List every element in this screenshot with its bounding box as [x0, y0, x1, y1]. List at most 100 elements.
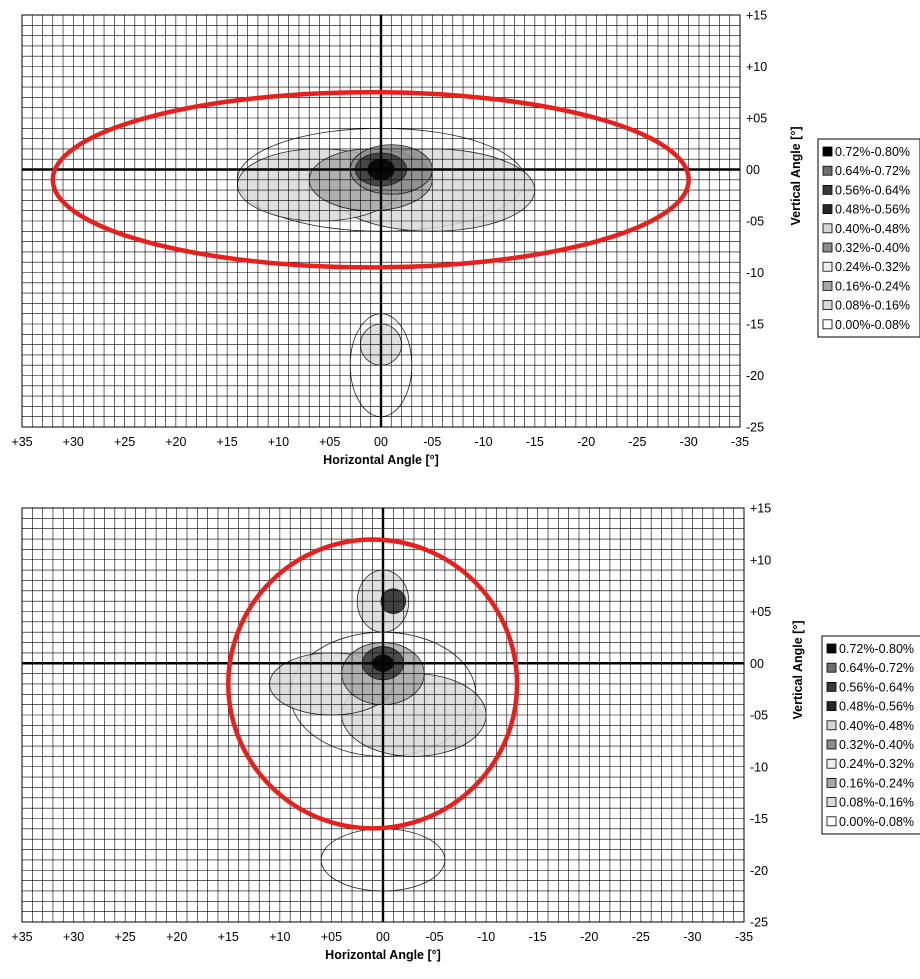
x-tick-label: -30 — [680, 435, 698, 449]
legend-label: 0.56%-0.64% — [835, 183, 910, 197]
legend-label: 0.40%-0.48% — [839, 719, 914, 733]
legend-swatch — [826, 739, 837, 750]
x-tick-label: +15 — [217, 435, 238, 449]
legend-label: 0.40%-0.48% — [835, 222, 910, 236]
y-tick-label: +10 — [746, 60, 767, 74]
legend-swatch — [826, 720, 837, 731]
legend-label: 0.16%-0.24% — [835, 279, 910, 293]
annotation-ellipse — [50, 90, 691, 270]
legend-label: 0.32%-0.40% — [835, 241, 910, 255]
x-axis-label: Horizontal Angle [°] — [325, 948, 441, 962]
x-tick-label: -20 — [577, 435, 595, 449]
y-axis-label: Vertical Angle [°] — [791, 620, 805, 719]
y-tick-label: +15 — [750, 502, 771, 516]
y-tick-label: -15 — [750, 812, 768, 826]
y-tick-label: +05 — [746, 112, 767, 126]
x-tick-label: -05 — [426, 930, 444, 944]
x-tick-label: -05 — [423, 435, 441, 449]
legend-label: 0.48%-0.56% — [835, 203, 910, 217]
legend-swatch — [826, 816, 837, 827]
y-tick-label: +15 — [746, 9, 767, 23]
legend-swatch — [822, 261, 833, 272]
legend-label: 0.00%-0.08% — [839, 815, 914, 829]
x-axis-label: Horizontal Angle [°] — [323, 453, 439, 467]
y-tick-label: -20 — [746, 369, 764, 383]
legend-label: 0.64%-0.72% — [839, 661, 914, 675]
x-tick-label: +10 — [269, 930, 290, 944]
y-tick-label: -05 — [750, 709, 768, 723]
annotation-circle — [226, 537, 520, 831]
y-tick-label: -15 — [746, 318, 764, 332]
legend-swatch — [822, 204, 833, 215]
legend-swatch — [822, 146, 833, 157]
x-tick-label: +30 — [63, 435, 84, 449]
x-tick-label: -25 — [628, 435, 646, 449]
legend-label: 0.24%-0.32% — [835, 260, 910, 274]
y-tick-label: -25 — [750, 916, 768, 930]
x-tick-label: +05 — [321, 930, 342, 944]
legend: 0.72%-0.80% 0.64%-0.72% 0.56%-0.64% 0.48%-0… — [821, 635, 920, 835]
legend-swatch — [826, 682, 837, 692]
legend-swatch — [822, 319, 833, 330]
x-tick-labels: +35 +30 +25 +20 +15 +10 +05 00 -05 -10 -15 -20 -25 -3… — [11, 930, 753, 944]
legend: 0.72%-0.80% 0.64%-0.72% 0.56%-0.64% 0.48%-0… — [817, 138, 920, 338]
y-tick-labels: +15 +10 +05 00 -05 -10 -15 -20 -25 — [746, 9, 767, 435]
x-tick-label: -10 — [477, 930, 495, 944]
legend-swatch — [822, 223, 833, 234]
y-tick-label: -05 — [746, 215, 764, 229]
x-tick-label: -35 — [731, 435, 749, 449]
y-tick-label: 00 — [746, 163, 760, 177]
legend-box — [821, 635, 920, 835]
legend-box — [817, 138, 920, 338]
x-tick-label: -15 — [526, 435, 544, 449]
legend-swatch — [826, 778, 837, 788]
legend-swatch — [826, 797, 837, 807]
y-tick-label: +10 — [750, 553, 771, 567]
legend-label: 0.56%-0.64% — [839, 680, 914, 694]
x-tick-label: +20 — [165, 435, 186, 449]
y-axis-label: Vertical Angle [°] — [789, 126, 803, 225]
x-tick-label: 00 — [374, 435, 388, 449]
legend-swatch — [826, 701, 837, 711]
legend-label: 0.24%-0.32% — [839, 757, 914, 771]
legend-label: 0.72%-0.80% — [835, 145, 910, 159]
y-tick-labels: +15 +10 +05 00 -05 -10 -15 -20 -25 — [750, 502, 771, 930]
chart-panel-2: +35 +30 +25 +20 +15 +10 +05 00 -05 -10 -15 -20 -25 -3… — [11, 502, 920, 962]
legend-label: 0.72%-0.80% — [839, 642, 914, 656]
x-tick-label: +20 — [166, 930, 187, 944]
x-tick-label: +15 — [218, 930, 239, 944]
legend-swatch — [822, 184, 833, 195]
x-tick-labels: +35 +30 +25 +20 +15 +10 +05 00 -05 -10 -15 -20 -25 -3… — [11, 435, 749, 449]
x-tick-label: -15 — [529, 930, 547, 944]
x-tick-label: -20 — [580, 930, 598, 944]
x-tick-label: +35 — [11, 435, 32, 449]
y-tick-label: +05 — [750, 605, 771, 619]
x-tick-label: +05 — [319, 435, 340, 449]
y-tick-label: 00 — [750, 657, 764, 671]
x-tick-label: +30 — [63, 930, 84, 944]
x-tick-label: -35 — [735, 930, 753, 944]
y-tick-label: -10 — [750, 760, 768, 774]
y-tick-label: -20 — [750, 864, 768, 878]
legend-swatch — [822, 165, 833, 176]
legend-swatch — [826, 643, 837, 654]
y-tick-label: -10 — [746, 266, 764, 280]
legend-label: 0.08%-0.16% — [835, 299, 910, 313]
legend-label: 0.48%-0.56% — [839, 700, 914, 714]
legend-label: 0.00%-0.08% — [835, 318, 910, 332]
legend-swatch — [822, 300, 833, 311]
legend-swatch — [822, 280, 833, 291]
x-tick-label: +10 — [268, 435, 289, 449]
legend-swatch — [826, 758, 837, 769]
legend-swatch — [822, 242, 833, 253]
y-tick-label: -25 — [746, 421, 764, 435]
heatmap-density — [269, 569, 487, 892]
x-tick-label: -25 — [632, 930, 650, 944]
legend-label: 0.64%-0.72% — [835, 164, 910, 178]
legend-label: 0.16%-0.24% — [839, 776, 914, 790]
x-tick-label: +35 — [11, 930, 32, 944]
x-tick-label: -10 — [475, 435, 493, 449]
x-tick-label: +25 — [114, 435, 135, 449]
legend-label: 0.08%-0.16% — [839, 796, 914, 810]
